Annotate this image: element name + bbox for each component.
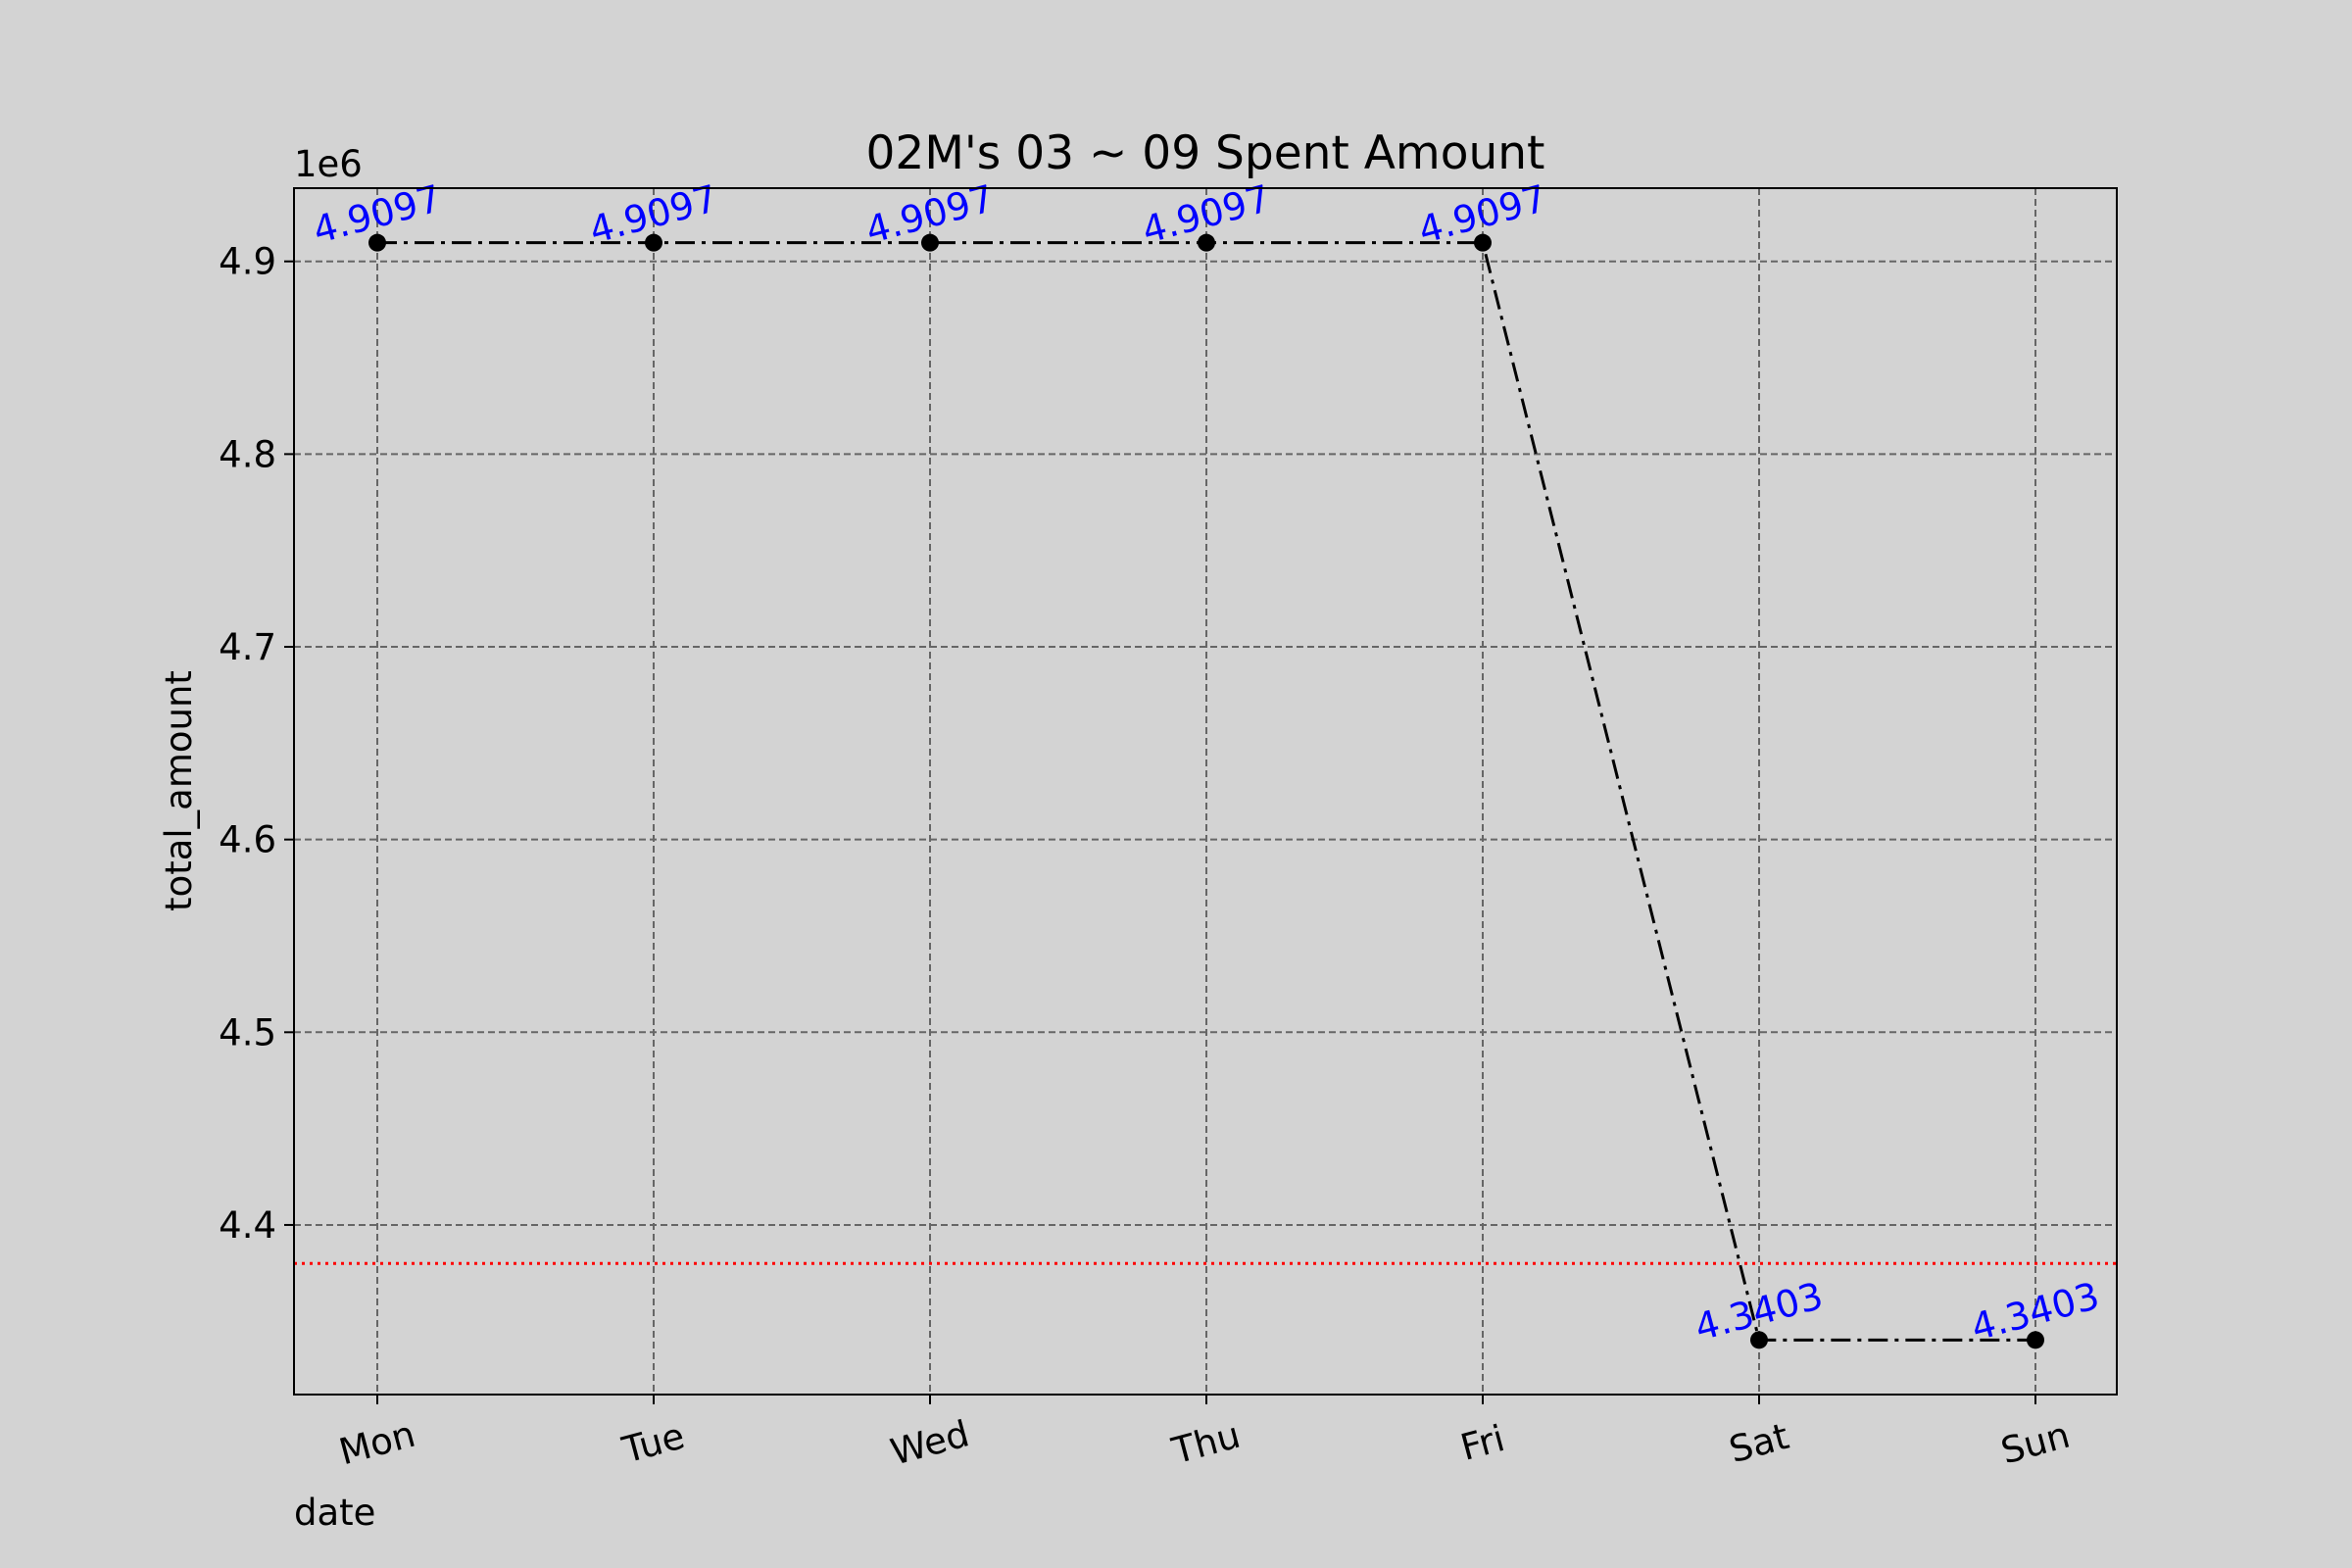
grid-lines [294,188,2117,1395]
y-tick-layer: 4.4 4.5 4.6 4.7 4.8 4.9 [219,241,294,1247]
y-tick-label: 4.4 [219,1204,276,1247]
y-tick-label: 4.7 [219,626,276,668]
data-point [368,233,386,252]
y-offset-text: 1e6 [294,143,363,185]
series-layer [368,233,2044,1349]
data-point [2027,1331,2044,1349]
data-point [921,233,939,252]
y-tick-label: 4.8 [219,433,276,475]
y-axis-label: total_amount [158,670,200,911]
data-point [1750,1331,1768,1349]
y-tick-label: 4.5 [219,1011,276,1054]
chart-title: 02M's 03 ~ 09 Spent Amount [866,126,1545,180]
data-point [1474,233,1492,252]
y-tick-label: 4.6 [219,819,276,861]
x-axis-label: date [294,1492,375,1534]
data-point [645,233,662,252]
y-tick-label: 4.9 [219,241,276,283]
data-point [1198,233,1215,252]
